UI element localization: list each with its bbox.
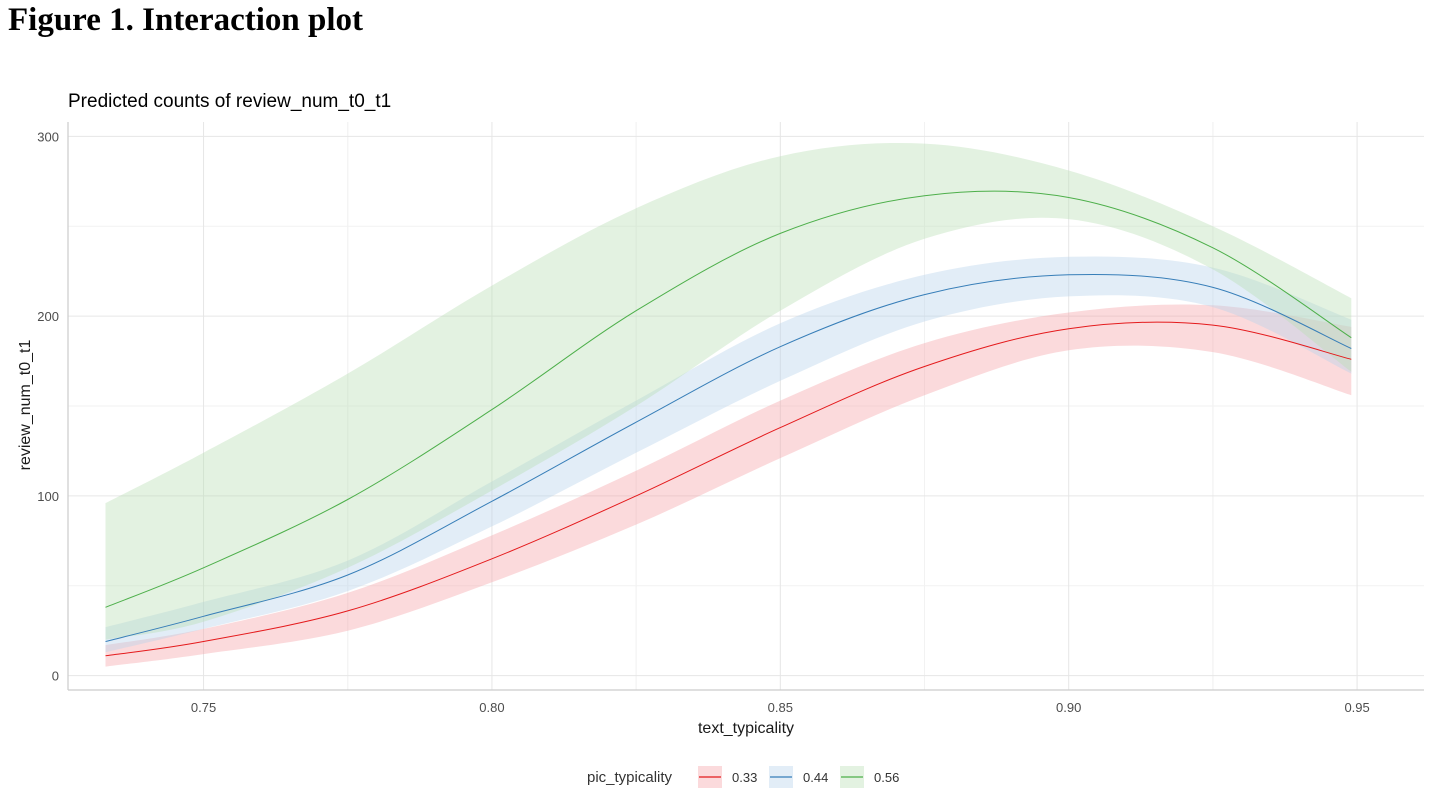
chart-title: Predicted counts of review_num_t0_t1 (68, 91, 391, 112)
x-tick-label: 0.75 (191, 700, 216, 715)
x-axis-title: text_typicality (698, 720, 794, 737)
ribbon-series-0.44 (105, 256, 1352, 653)
line-series-0.33 (105, 321, 1352, 657)
series-lines (105, 190, 1352, 657)
x-tick-label: 0.80 (479, 700, 504, 715)
y-tick-label: 300 (37, 129, 59, 144)
x-tick-label: 0.90 (1056, 700, 1081, 715)
legend-key-0.33 (698, 766, 722, 788)
confidence-ribbons (105, 142, 1352, 667)
y-tick-label: 100 (37, 489, 59, 504)
ribbon-series-0.33 (105, 304, 1352, 667)
tick-labels: 0.75 0.80 0.85 0.90 0.95 0 100 200 300 (37, 129, 1369, 715)
line-series-0.44 (105, 273, 1352, 642)
line-series-0.56 (105, 190, 1352, 608)
legend-title: pic_typicality (587, 769, 673, 786)
y-tick-label: 0 (52, 669, 59, 684)
ribbon-series-0.56 (105, 142, 1352, 640)
legend-key-0.56 (840, 766, 864, 788)
x-tick-label: 0.85 (768, 700, 793, 715)
legend-label-0.44: 0.44 (803, 770, 828, 785)
y-axis-title: review_num_t0_t1 (17, 340, 34, 471)
legend-label-0.33: 0.33 (732, 770, 757, 785)
axes (67, 122, 1424, 691)
legend-key-0.44 (769, 766, 793, 788)
legend: pic_typicality 0.33 0.44 0.56 (587, 766, 899, 788)
x-tick-label: 0.95 (1344, 700, 1369, 715)
figure-caption: Figure 1. Interaction plot (8, 2, 364, 38)
legend-label-0.56: 0.56 (874, 770, 899, 785)
grid-lines (68, 122, 1424, 690)
y-tick-label: 200 (37, 309, 59, 324)
